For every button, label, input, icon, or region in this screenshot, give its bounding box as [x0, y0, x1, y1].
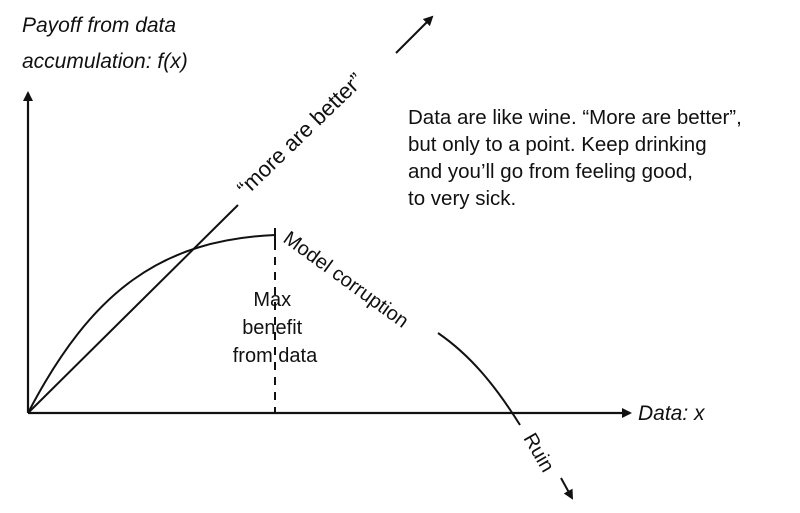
max-benefit-line-3: from data [233, 345, 318, 367]
note-line-4: to very sick. [408, 187, 517, 210]
max-benefit-line-2: benefit [242, 317, 302, 339]
note-line-1: Data are like wine. “More are better”, [408, 106, 742, 129]
max-benefit-label: Max benefit from data [233, 289, 318, 367]
payoff-curve [27, 234, 276, 414]
ruin-label: Ruin [519, 430, 559, 477]
ruin-arrow [560, 477, 573, 500]
y-axis-label: Payoff from data accumulation: f(x) [22, 14, 188, 73]
max-benefit-line-1: Max [253, 289, 291, 311]
wine-analogy-note: Data are like wine. “More are better”, b… [408, 104, 798, 212]
more-is-better-arrow [395, 15, 434, 54]
note-line-2: but only to a point. Keep drinking [408, 133, 707, 156]
y-axis-label-line-1: Payoff from data [22, 14, 176, 37]
more-are-better-label: “more are better” [232, 68, 368, 201]
y-axis-label-line-2: accumulation: f(x) [22, 50, 188, 73]
payoff-curve-decline [437, 332, 521, 426]
x-axis-label: Data: x [638, 402, 706, 425]
more-is-better-line [27, 204, 239, 414]
note-line-3: and you’ll go from feeling good, [408, 160, 693, 183]
